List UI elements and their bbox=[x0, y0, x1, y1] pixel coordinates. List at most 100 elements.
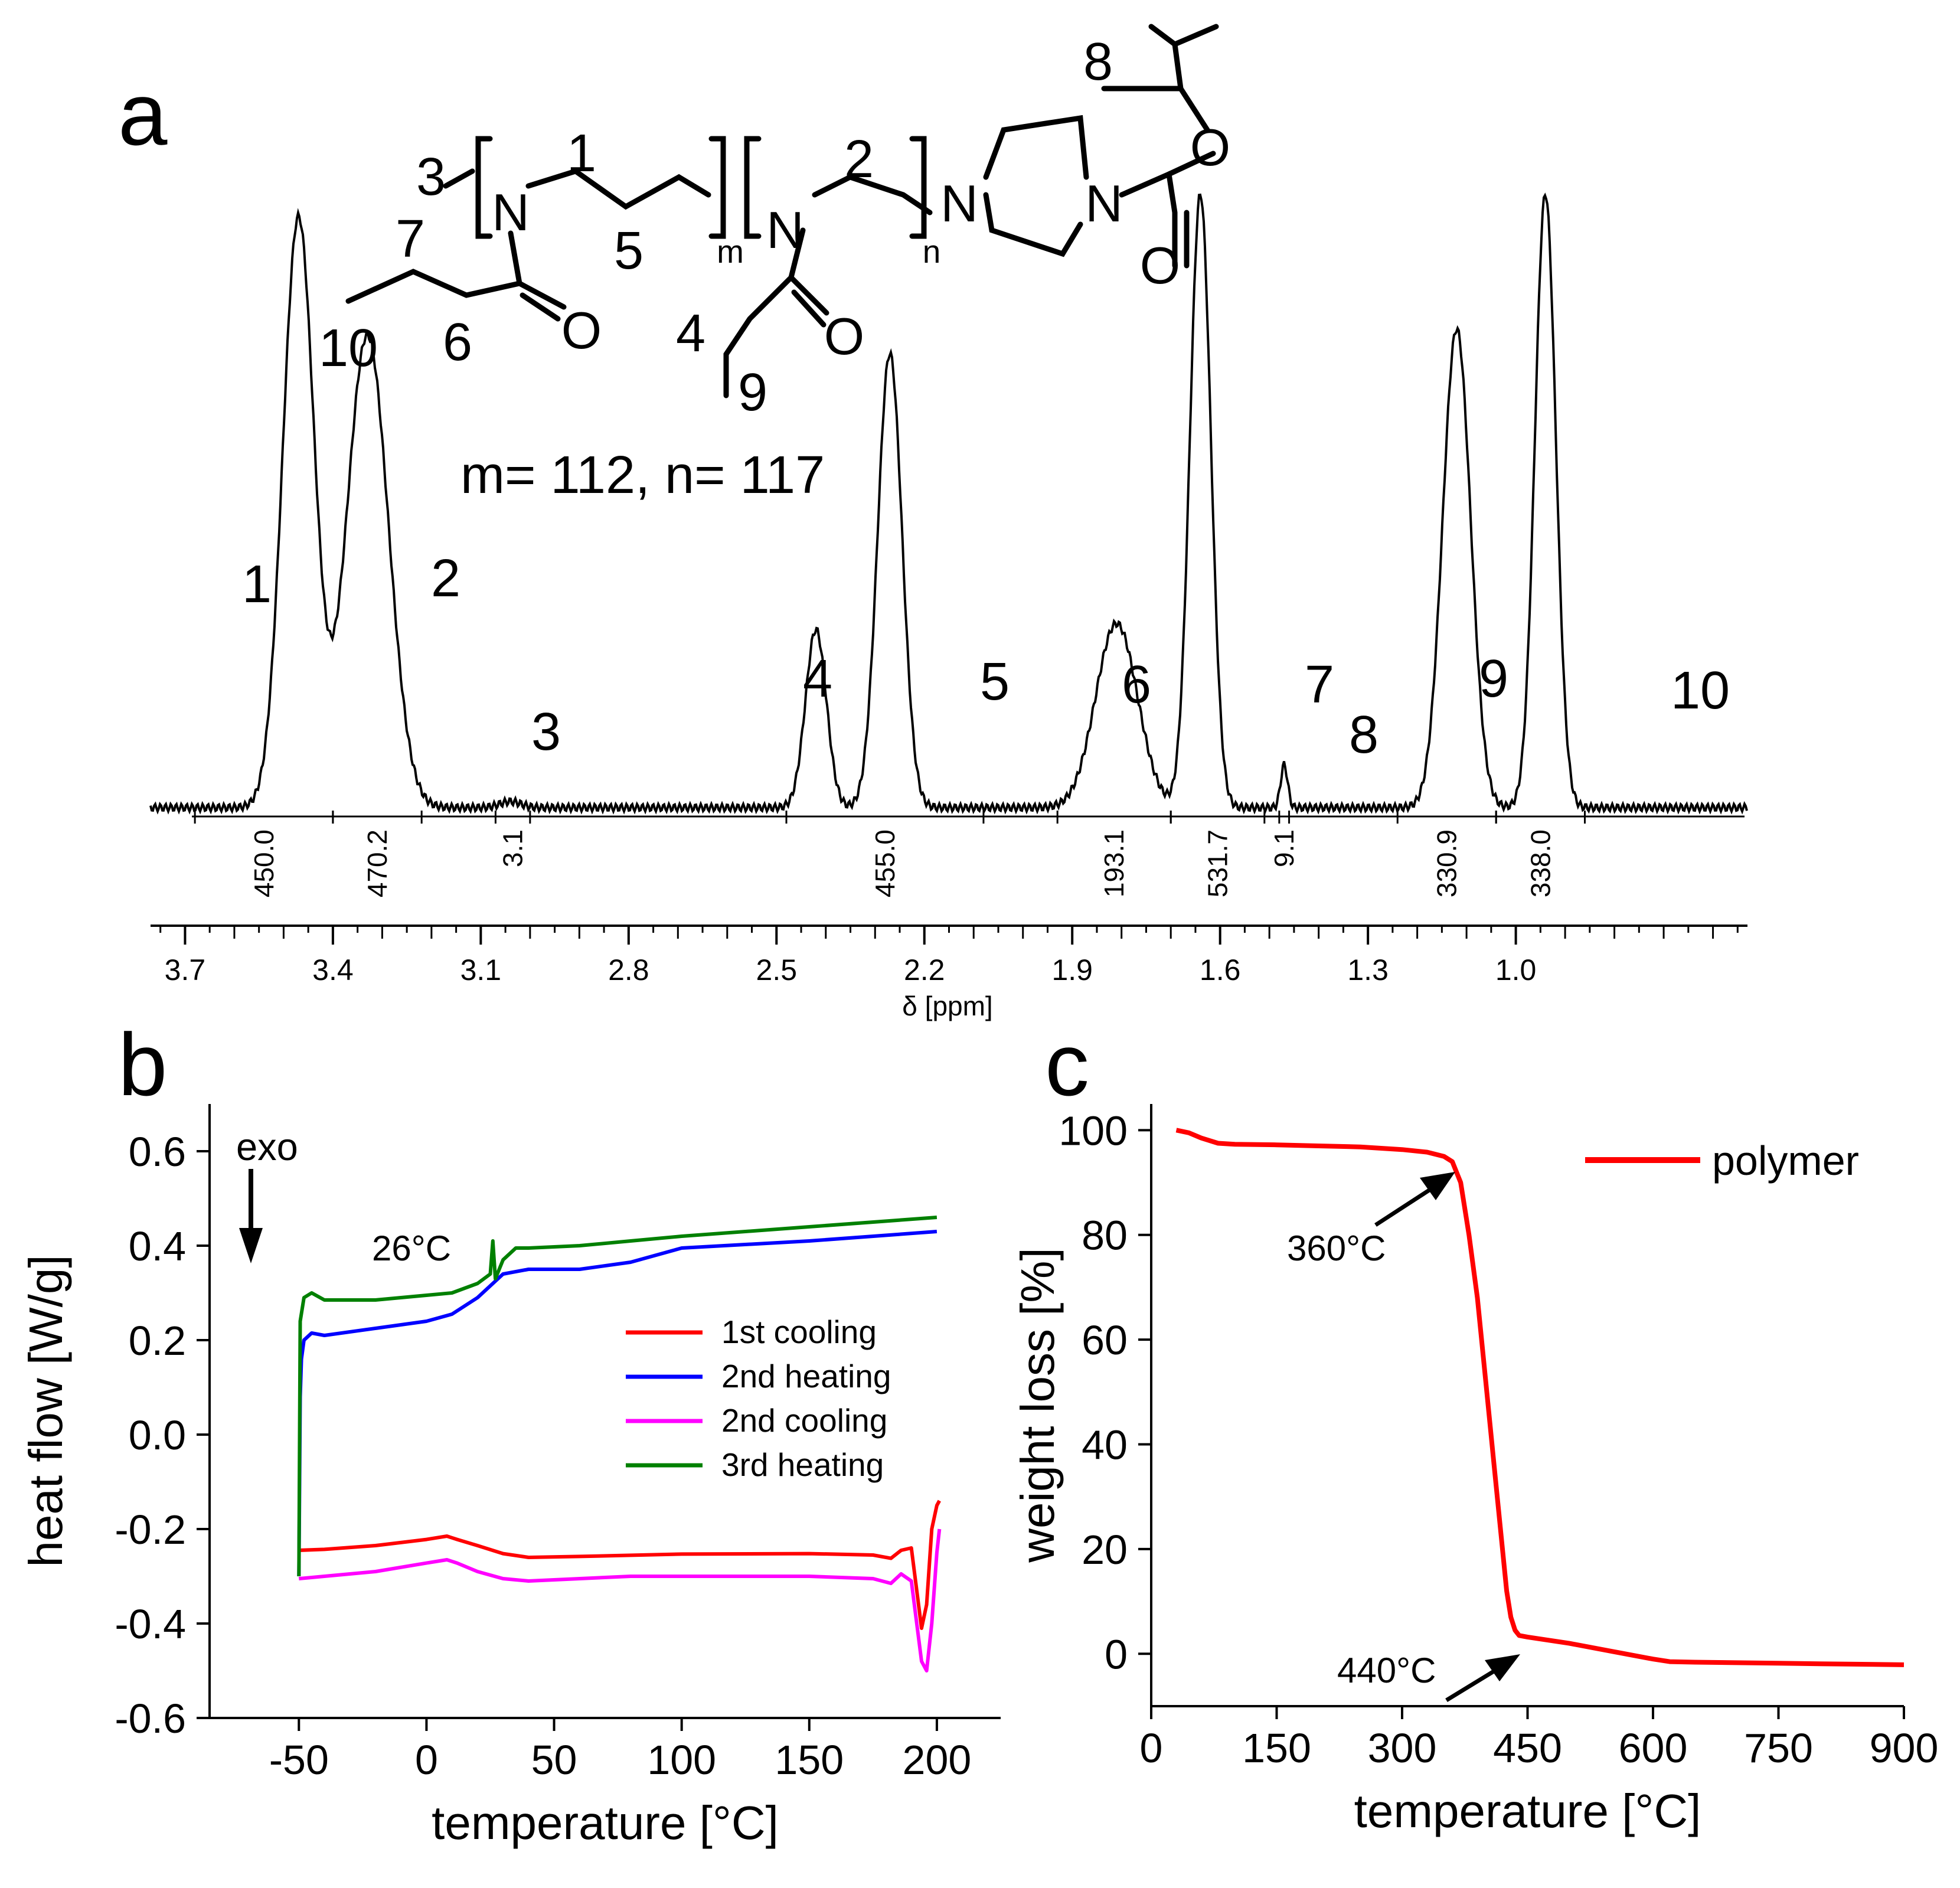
nmr-peak-label-6: 6 bbox=[1122, 655, 1151, 714]
structure-number-4: 4 bbox=[676, 304, 705, 363]
nmr-peak-label-2: 2 bbox=[431, 549, 460, 608]
dsc-series-3 bbox=[299, 1528, 942, 1673]
dsc-x-axis-label: temperature [°C] bbox=[432, 1796, 779, 1849]
bracket-m-right bbox=[708, 136, 726, 239]
dsc-x-tick-label: 0 bbox=[415, 1737, 438, 1783]
nitrogen-atom-3: N bbox=[940, 174, 978, 233]
nmr-x-axis-label: δ [ppm] bbox=[902, 991, 992, 1021]
dsc-annotation-26C: 26°C bbox=[372, 1229, 451, 1268]
dsc-y-axis-label: heat flow [W/g] bbox=[19, 1255, 72, 1567]
nmr-peak-label-5: 5 bbox=[980, 652, 1010, 711]
exo-arrow-head bbox=[239, 1228, 263, 1263]
nmr-x-tick-label: 3.1 bbox=[460, 953, 502, 987]
dsc-legend-label-2: 2nd heating bbox=[721, 1358, 891, 1394]
arrow-440-shaft bbox=[1445, 1666, 1501, 1702]
dsc-x-tick-label: 150 bbox=[775, 1737, 844, 1783]
tga-y-tick-label: 80 bbox=[1082, 1213, 1128, 1259]
structure-number-9: 9 bbox=[738, 363, 767, 422]
bond-n-methyl bbox=[443, 168, 475, 189]
dsc-x-tick-label: 50 bbox=[531, 1737, 577, 1783]
nitrogen-atom-4: N bbox=[1085, 174, 1123, 233]
oxygen-atom-8: O bbox=[1140, 236, 1180, 295]
tga-y-tick-label: 60 bbox=[1082, 1317, 1128, 1363]
structure-number-7: 7 bbox=[396, 210, 425, 269]
dsc-x-tick-label: 200 bbox=[903, 1737, 972, 1783]
integral-value-6: 9.1 bbox=[1269, 829, 1299, 867]
tga-x-tick-label: 0 bbox=[1140, 1725, 1163, 1771]
tga-annotation-440C: 440°C bbox=[1337, 1651, 1436, 1690]
integral-value-8: 338.0 bbox=[1525, 829, 1556, 897]
panel-label-c: c bbox=[1045, 1015, 1089, 1114]
structure-number-1: 1 bbox=[567, 124, 596, 183]
bracket-n-right bbox=[909, 136, 927, 239]
bond-carbamate bbox=[1119, 170, 1178, 269]
dsc-plot: -50 0 50 100 150 200 -0.6 -0.4 -0.2 0.0 0.2 0.4 0.6 t… bbox=[19, 1104, 1001, 1849]
nmr-x-tick-label: 2.2 bbox=[904, 953, 945, 987]
structure-number-6: 6 bbox=[443, 313, 472, 372]
subscript-n: n bbox=[923, 233, 941, 270]
dsc-y-tick-label: -0.4 bbox=[115, 1601, 186, 1647]
bond-butyl-chain bbox=[345, 269, 522, 304]
nmr-peak-label-10: 10 bbox=[1671, 661, 1730, 720]
arrow-360-shaft bbox=[1374, 1185, 1436, 1227]
dsc-y-tick-label: 0.6 bbox=[129, 1129, 186, 1175]
bond-ethylene-chain bbox=[812, 174, 933, 215]
structure-number-2: 2 bbox=[844, 130, 874, 189]
tga-x-tick-label: 750 bbox=[1744, 1725, 1813, 1771]
tga-plot: 0 150 300 450 600 750 900 0 20 40 60 80 100 temperatu… bbox=[1011, 1104, 1938, 1837]
tga-plot-area bbox=[1151, 1104, 1904, 1706]
dsc-series-2 bbox=[297, 1230, 937, 1577]
integral-value-0: 450.0 bbox=[249, 829, 279, 897]
nmr-x-tick-label: 1.0 bbox=[1495, 953, 1537, 987]
nitrogen-atom-1: N bbox=[492, 183, 530, 241]
tga-x-tick-label: 300 bbox=[1368, 1725, 1437, 1771]
tga-legend-label: polymer bbox=[1712, 1138, 1859, 1184]
bond-double-2 bbox=[791, 289, 827, 328]
bracket-m-left bbox=[475, 136, 493, 239]
dsc-legend-label-4: 3rd heating bbox=[721, 1446, 884, 1483]
dsc-y-tick-label: 0.2 bbox=[129, 1318, 186, 1364]
oxygen-atom-5: O bbox=[1190, 118, 1230, 177]
structure-number-5: 5 bbox=[614, 221, 643, 280]
dsc-y-tick-label: -0.6 bbox=[115, 1696, 186, 1742]
integral-value-5: 531.7 bbox=[1203, 829, 1233, 897]
dsc-legend-label-1: 1st cooling bbox=[721, 1314, 877, 1350]
dsc-series-4 bbox=[297, 1216, 937, 1577]
nmr-x-tick-label: 1.9 bbox=[1051, 953, 1093, 987]
nmr-peak-label-1: 1 bbox=[242, 555, 272, 614]
nmr-peak-label-8: 8 bbox=[1349, 705, 1378, 765]
nitrogen-atom-2: N bbox=[766, 201, 804, 259]
nmr-x-tick-label: 3.7 bbox=[165, 953, 206, 987]
dsc-x-tick-label: -50 bbox=[269, 1737, 329, 1783]
nmr-peak-label-3: 3 bbox=[531, 703, 561, 762]
nmr-x-tick-label: 1.6 bbox=[1200, 953, 1241, 987]
bond-ester-o bbox=[1166, 151, 1216, 177]
tga-x-tick-label: 450 bbox=[1493, 1725, 1562, 1771]
dsc-x-tick-label: 100 bbox=[647, 1737, 716, 1783]
panel-label-b: b bbox=[118, 1015, 167, 1114]
arrow-360-head bbox=[1420, 1172, 1455, 1200]
bond-double-1 bbox=[520, 292, 561, 322]
bond-piperazine-lower bbox=[983, 192, 1083, 257]
structure-number-3: 3 bbox=[416, 148, 446, 207]
bond-ethyl-chain bbox=[723, 275, 794, 398]
tga-x-tick-label: 150 bbox=[1242, 1725, 1311, 1771]
tga-x-axis-label: temperature [°C] bbox=[1354, 1785, 1701, 1837]
tga-x-tick-label: 900 bbox=[1870, 1725, 1939, 1771]
dsc-series-1 bbox=[299, 1500, 941, 1630]
nmr-x-tick-label: 1.3 bbox=[1347, 953, 1389, 987]
nmr-x-tick-label: 2.5 bbox=[756, 953, 798, 987]
tga-y-tick-label: 20 bbox=[1082, 1527, 1128, 1573]
bond-piperazine-upper bbox=[983, 115, 1089, 180]
tga-series-1 bbox=[1175, 1128, 1905, 1667]
integral-value-3: 455.0 bbox=[870, 829, 900, 897]
oxygen-atom-6: O bbox=[561, 301, 602, 360]
integral-value-1: 470.2 bbox=[362, 829, 393, 897]
integral-value-7: 330.9 bbox=[1432, 829, 1462, 897]
oxygen-atom-7: O bbox=[824, 307, 864, 365]
tga-y-tick-label: 100 bbox=[1059, 1108, 1128, 1154]
bond-propylene-chain bbox=[525, 168, 711, 210]
